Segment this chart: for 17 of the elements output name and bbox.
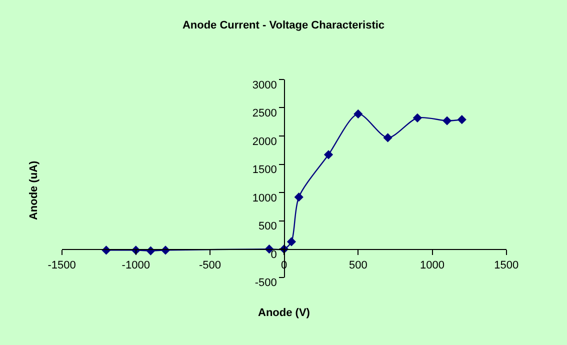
y-tick-label: 3000 bbox=[252, 79, 277, 92]
x-tick-label: -1000 bbox=[122, 259, 150, 272]
y-tick-label: 500 bbox=[258, 220, 277, 233]
x-tick-label: 1500 bbox=[494, 259, 519, 272]
x-tick-label: 500 bbox=[348, 259, 368, 272]
y-tick-label: 0 bbox=[270, 248, 277, 261]
y-tick-label: 1500 bbox=[252, 164, 277, 176]
y-tick-label: 2000 bbox=[252, 136, 277, 148]
y-tick-label: 2500 bbox=[252, 108, 277, 120]
y-tick-label: 1000 bbox=[252, 192, 277, 204]
x-axis-title: Anode (V) bbox=[258, 307, 310, 319]
x-tick-label: -500 bbox=[198, 259, 221, 272]
chart-title: Anode Current - Voltage Characteristic bbox=[182, 19, 385, 32]
y-axis-title: Anode (uA) bbox=[28, 160, 40, 220]
x-tick-label: 1000 bbox=[420, 259, 444, 272]
x-tick-label: -1500 bbox=[48, 259, 76, 272]
y-tick-label: -500 bbox=[254, 277, 277, 290]
